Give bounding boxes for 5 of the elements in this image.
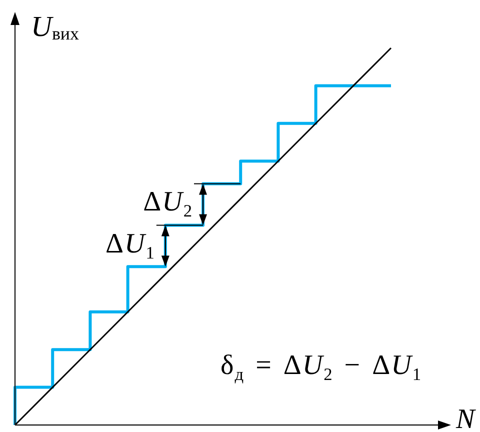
annotation: ΔU$_{2}$ [143,187,193,222]
y-axis-title: U$_{вих}$ [31,11,80,44]
annotation: ΔU$_{1}$ [105,228,156,263]
x-axis-title: N [456,404,475,432]
annotation: δ$_{д}$ = ΔU$_{2}$ − ΔU$_{1}$ [220,350,422,384]
